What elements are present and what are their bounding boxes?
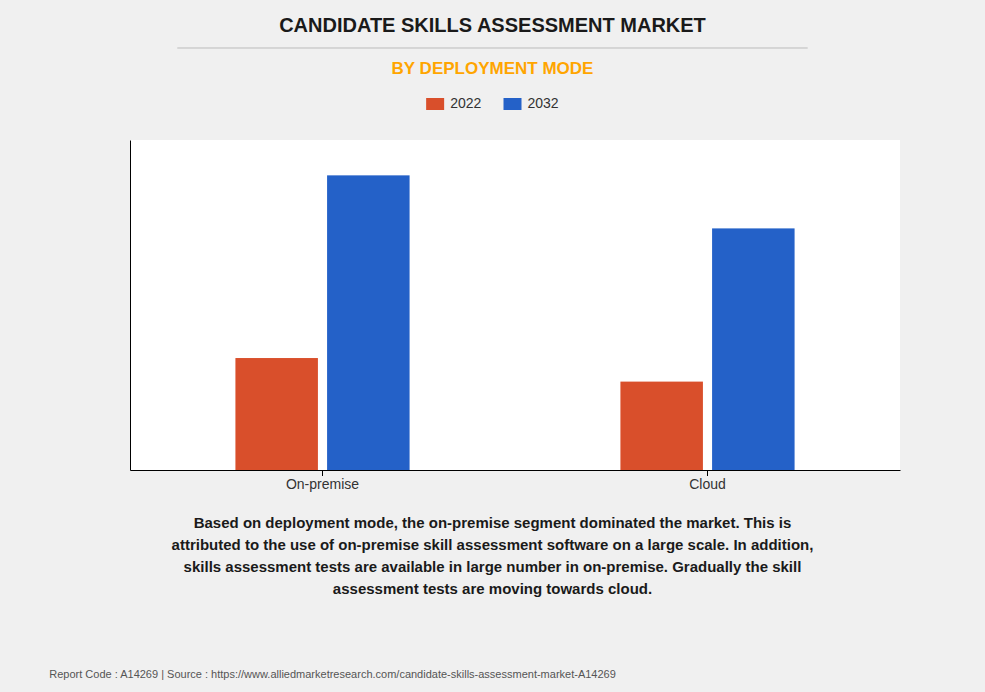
legend-swatch bbox=[504, 98, 522, 110]
annotation-line: assessment tests are moving towards clou… bbox=[333, 580, 652, 597]
x-tick-label: Cloud bbox=[689, 476, 726, 492]
y-axis bbox=[130, 141, 131, 471]
footer: Report Code : A14269 | Source : https://… bbox=[49, 668, 616, 680]
title: CANDIDATE SKILLS ASSESSMENT MARKET bbox=[279, 14, 706, 36]
chart-svg: CANDIDATE SKILLS ASSESSMENT MARKET BY DEP… bbox=[0, 0, 985, 692]
background bbox=[0, 0, 985, 692]
x-tick-label: On-premise bbox=[286, 476, 359, 492]
legend-label: 2022 bbox=[450, 95, 481, 111]
legend-label: 2032 bbox=[528, 95, 559, 111]
bar bbox=[235, 358, 318, 470]
plot: On-premise Cloud bbox=[130, 140, 901, 492]
legend-item: 2032 bbox=[504, 95, 559, 111]
subtitle: BY DEPLOYMENT MODE bbox=[392, 59, 594, 78]
x-tick: On-premise bbox=[286, 470, 359, 492]
legend-item: 2022 bbox=[426, 95, 481, 111]
annotation-line: Based on deployment mode, the on-premise… bbox=[194, 514, 792, 531]
plot-background bbox=[130, 140, 900, 470]
bars bbox=[235, 175, 794, 470]
legend-swatch bbox=[426, 98, 444, 110]
bar bbox=[712, 228, 795, 470]
y-axis-line bbox=[130, 141, 131, 471]
annotation: Based on deployment mode, the on-premise… bbox=[172, 514, 814, 597]
x-axis: On-premise Cloud bbox=[131, 470, 901, 492]
annotation-line: attributed to the use of on-premise skil… bbox=[172, 536, 814, 553]
annotation-line: skills assessment tests are available in… bbox=[184, 558, 802, 575]
bar bbox=[620, 382, 703, 470]
x-axis-line bbox=[131, 470, 901, 471]
x-tick: Cloud bbox=[689, 470, 726, 492]
legend: 2022 2032 bbox=[426, 95, 559, 111]
title-rule bbox=[177, 48, 807, 49]
bar bbox=[327, 175, 410, 470]
